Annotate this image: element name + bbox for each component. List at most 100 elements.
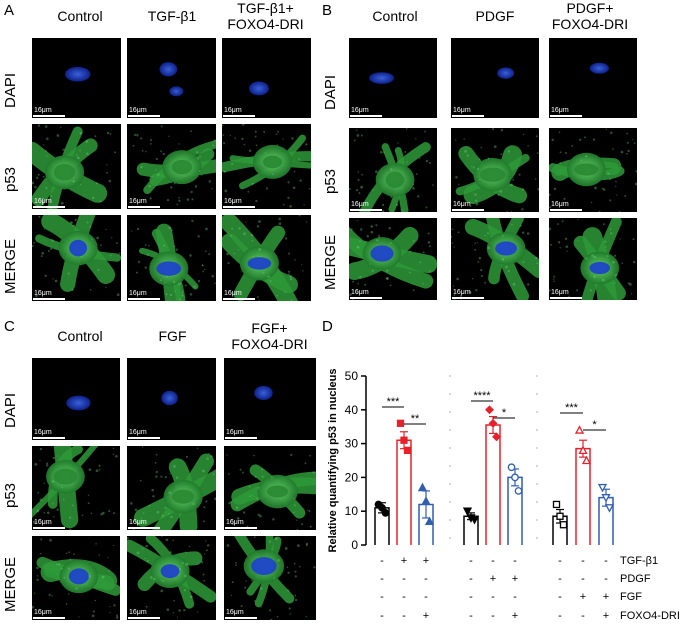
data-point <box>604 504 615 513</box>
data-point <box>492 432 501 442</box>
scale-bar: 16μm <box>128 519 168 529</box>
treatment-sign: + <box>423 610 429 622</box>
scale-bar: 16μm <box>350 107 390 117</box>
scale-bar-label: 16μm <box>34 429 52 436</box>
micrograph-c-foxo4-dapi: 16μm <box>224 358 316 440</box>
group-separator-dot <box>536 447 538 449</box>
scale-bar-label: 16μm <box>453 289 471 296</box>
group-separator-dot <box>536 537 538 539</box>
treatment-sign: - <box>402 591 406 603</box>
group-separator-dot <box>536 411 538 413</box>
treatment-sign: - <box>604 573 608 585</box>
treatment-sign: - <box>402 573 406 585</box>
treatment-sign: - <box>469 573 473 585</box>
micrograph-a-tgfb1-merge: 16μm <box>127 215 216 301</box>
data-point <box>514 487 523 495</box>
scale-bar: 16μm <box>33 107 73 117</box>
treatment-sign: - <box>581 555 585 567</box>
scale-bar-line <box>223 206 255 208</box>
group-separator-dot <box>536 501 538 503</box>
micrograph-image <box>451 128 539 212</box>
scale-bar: 16μm <box>350 289 390 299</box>
y-tick-label: 10 <box>345 504 359 518</box>
scale-bar: 16μm <box>550 289 590 299</box>
scale-bar-line <box>225 437 257 439</box>
scale-bar-line <box>452 115 484 117</box>
group-separator-dot <box>536 393 538 395</box>
treatment-sign: - <box>513 555 517 567</box>
micrograph-a-tgfb1-dapi: 16μm <box>127 38 216 118</box>
scale-bar: 16μm <box>225 429 265 439</box>
data-point <box>396 419 405 427</box>
micrograph-image <box>349 218 437 300</box>
col-label-c-control: Control <box>57 328 103 344</box>
treatment-sign: - <box>469 610 473 622</box>
scale-bar-line <box>128 115 160 117</box>
scale-bar: 16μm <box>33 198 73 208</box>
scale-bar-label: 16μm <box>351 201 369 208</box>
scale-bar-line <box>128 298 160 300</box>
data-point <box>581 455 592 465</box>
data-point <box>417 482 428 492</box>
panel-letter-d: D <box>322 318 333 335</box>
group-separator-dot <box>449 447 451 449</box>
micrograph-image <box>127 215 216 301</box>
scale-bar-label: 16μm <box>129 609 147 616</box>
micrograph-b-pdgf-p53: 16μm <box>451 128 539 212</box>
treatment-sign: + <box>490 573 496 585</box>
scale-bar-label: 16μm <box>34 609 52 616</box>
scale-bar-line <box>550 209 582 211</box>
scale-bar-label: 16μm <box>129 290 147 297</box>
scale-bar-line <box>128 206 160 208</box>
micrograph-image <box>32 215 121 301</box>
micrograph-c-control-merge: 16μm <box>32 536 120 620</box>
data-point <box>485 405 494 415</box>
micrograph-image <box>127 536 216 620</box>
scale-bar-line <box>225 617 257 619</box>
scale-bar-line <box>452 297 484 299</box>
significance-label: * <box>592 419 597 431</box>
scale-bar: 16μm <box>33 609 73 619</box>
data-point <box>552 500 561 509</box>
treatment-sign: - <box>491 610 495 622</box>
micrograph-image <box>32 38 121 118</box>
scale-bar-line <box>223 115 255 117</box>
micrograph-c-foxo4-p53: 16μm <box>224 446 316 530</box>
scale-bar: 16μm <box>350 201 390 211</box>
micrograph-a-tgfb1-p53: 16μm <box>127 124 216 209</box>
micrograph-b-foxo4-dapi: 16μm <box>549 38 637 118</box>
scale-bar-line <box>225 527 257 529</box>
group-separator-dot <box>449 537 451 539</box>
scale-bar-line <box>550 297 582 299</box>
scale-bar: 16μm <box>452 201 492 211</box>
scale-bar-label: 16μm <box>224 290 242 297</box>
group-separator-dot <box>449 501 451 503</box>
treatment-sign: - <box>513 591 517 603</box>
micrograph-b-control-dapi: 16μm <box>349 38 437 118</box>
y-tick-label: 20 <box>345 470 359 484</box>
micrograph-image <box>451 38 539 118</box>
treatment-sign: - <box>604 555 608 567</box>
row-label-b-dapi: DAPI <box>322 74 339 110</box>
row-label-c-p53: p53 <box>2 482 19 508</box>
scale-bar-line <box>350 115 382 117</box>
micrograph-a-control-dapi: 16μm <box>32 38 121 118</box>
treatment-sign: - <box>558 555 562 567</box>
treatment-sign: + <box>603 591 609 603</box>
panel-letter-b: B <box>322 2 333 19</box>
significance-label: * <box>502 407 507 419</box>
micrograph-c-fgf-dapi: 16μm <box>127 358 216 440</box>
scale-bar: 16μm <box>550 107 590 117</box>
group-separator-dot <box>449 429 451 431</box>
data-point <box>574 425 585 434</box>
row-label-b-p53: p53 <box>322 168 339 194</box>
treatment-sign: - <box>380 591 384 603</box>
scale-bar: 16μm <box>33 429 73 439</box>
data-point <box>507 463 516 472</box>
micrograph-image <box>549 128 637 212</box>
treatment-sign: - <box>558 610 562 622</box>
scale-bar: 16μm <box>128 290 168 300</box>
data-point <box>378 503 386 512</box>
micrograph-image <box>127 446 216 530</box>
scale-bar: 16μm <box>225 609 265 619</box>
